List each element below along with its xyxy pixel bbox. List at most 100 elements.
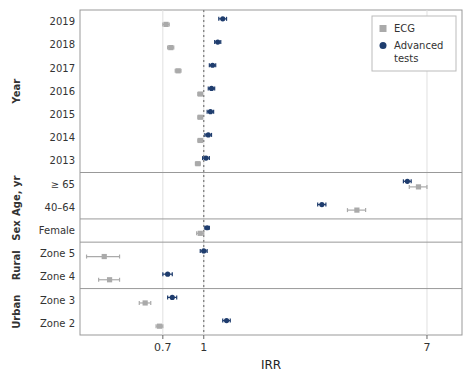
tick-label: 1 [200, 341, 207, 354]
group-separator [80, 218, 462, 219]
row-label: 2016 [50, 86, 75, 97]
tick-label: 0.7 [154, 341, 172, 354]
point [224, 318, 229, 323]
group-label: Urban [11, 295, 22, 329]
point [165, 272, 170, 277]
chart: 0.717YearAge, yrSexRuralUrban20192018201… [0, 0, 474, 377]
error-cap [317, 203, 318, 207]
error-cap [162, 22, 163, 26]
tick-label: 7 [423, 341, 430, 354]
plot-frame [80, 10, 462, 335]
error-cap [403, 179, 404, 183]
error-cap [211, 133, 212, 137]
error-cap [150, 301, 151, 305]
row-label: 2013 [50, 155, 75, 166]
legend-label: ECG [394, 23, 415, 34]
error-cap [203, 231, 204, 235]
group-separator [80, 242, 462, 243]
group-separator [80, 288, 462, 289]
x-axis-label: IRR [261, 358, 281, 372]
group-label: Year [11, 79, 22, 105]
error-cap [214, 86, 215, 90]
legend-box [372, 16, 456, 71]
error-cap [347, 208, 348, 212]
error-cap [226, 17, 227, 21]
point [176, 68, 181, 73]
point [220, 16, 225, 21]
point [163, 22, 168, 27]
error-cap [139, 301, 140, 305]
error-cap [155, 324, 156, 328]
error-cap [222, 319, 223, 323]
group-label: Sex [11, 220, 22, 241]
group-label: Age, yr [11, 175, 22, 215]
error-cap [215, 63, 216, 67]
error-cap [200, 249, 201, 253]
point [195, 161, 200, 166]
point [198, 91, 203, 96]
row-label: 2014 [50, 132, 75, 143]
error-cap [365, 208, 366, 212]
point [209, 86, 214, 91]
point [203, 156, 208, 161]
legend-marker [380, 25, 387, 32]
point [198, 231, 203, 236]
error-cap [169, 22, 170, 26]
point [107, 277, 112, 282]
error-cap [207, 249, 208, 253]
point [102, 254, 107, 259]
point [208, 109, 213, 114]
error-cap [119, 255, 120, 259]
point [198, 115, 203, 120]
error-cap [119, 278, 120, 282]
tick-mark [162, 335, 163, 339]
point [319, 202, 324, 207]
error-cap [172, 272, 173, 276]
error-cap [214, 40, 215, 44]
legend: ECG Advancedtests [372, 16, 456, 71]
point [215, 39, 220, 44]
error-cap [207, 110, 208, 114]
error-cap [209, 156, 210, 160]
point [168, 45, 173, 50]
row-label: Zone 5 [40, 248, 75, 259]
point [170, 295, 175, 300]
error-cap [411, 179, 412, 183]
legend-label: Advancedtests [394, 40, 443, 64]
error-cap [208, 86, 209, 90]
error-cap [213, 110, 214, 114]
error-cap [202, 156, 203, 160]
error-cap [162, 324, 163, 328]
row-label: Zone 4 [40, 271, 75, 282]
error-cap [409, 185, 410, 189]
error-cap [167, 46, 168, 50]
point [198, 138, 203, 143]
row-label: 40–64 [45, 202, 75, 213]
error-cap [176, 295, 177, 299]
group-label: Rural [11, 250, 22, 280]
point [201, 248, 206, 253]
legend-marker [380, 42, 387, 49]
row-label: ≥ 65 [51, 179, 75, 190]
row-label: 2015 [50, 109, 75, 120]
error-cap [162, 272, 163, 276]
error-cap [209, 63, 210, 67]
point [205, 225, 210, 230]
tick-mark [426, 335, 427, 339]
point [206, 132, 211, 137]
error-cap [167, 295, 168, 299]
error-cap [86, 255, 87, 259]
row-label: Zone 2 [40, 318, 75, 329]
point [354, 208, 359, 213]
error-cap [426, 185, 427, 189]
point [210, 63, 215, 68]
error-cap [325, 203, 326, 207]
row-label: Zone 3 [40, 295, 75, 306]
point [416, 184, 421, 189]
row-label: 2017 [50, 63, 75, 74]
error-cap [204, 133, 205, 137]
error-cap [230, 319, 231, 323]
tick-mark [203, 335, 204, 339]
row-label: Female [39, 225, 75, 236]
error-cap [196, 231, 197, 235]
